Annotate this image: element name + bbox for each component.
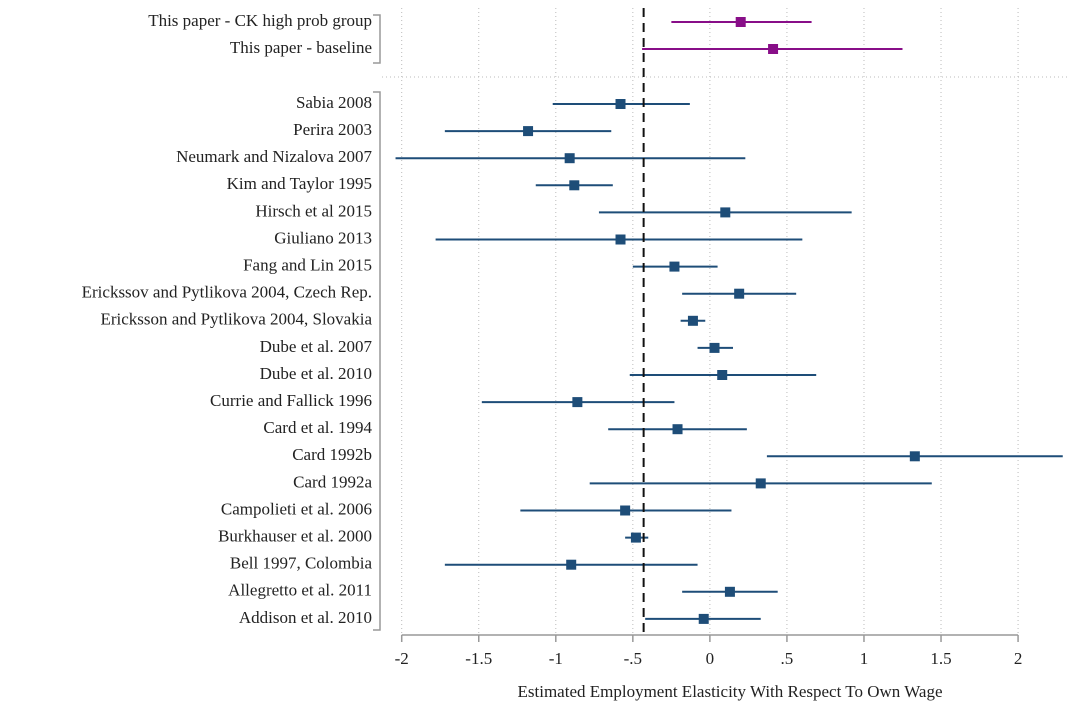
point-estimate (717, 370, 728, 380)
x-tick-label: -.5 (624, 649, 642, 668)
x-tick-label: 2 (1014, 649, 1023, 668)
category-label: Sabia 2008 (296, 93, 372, 112)
point-estimate (615, 99, 626, 109)
x-axis-title: Estimated Employment Elasticity With Res… (518, 682, 943, 701)
point-estimate (735, 17, 746, 27)
x-tick-label: -1 (549, 649, 563, 668)
category-axis (373, 14, 381, 631)
category-label: Hirsch et al 2015 (255, 201, 372, 220)
point-estimate (572, 397, 583, 408)
x-tick-label: 0 (706, 649, 715, 668)
point-estimate (755, 478, 766, 489)
x-tick-label: 1 (860, 649, 869, 668)
category-label: Addison et al. 2010 (239, 608, 372, 627)
point-estimate (523, 126, 534, 137)
category-label: Neumark and Nizalova 2007 (176, 147, 372, 166)
category-label: Burkhauser et al. 2000 (218, 527, 372, 546)
point-estimate (566, 559, 577, 570)
category-label: Card 1992a (293, 472, 372, 491)
point-estimate (768, 44, 779, 54)
point-estimate (709, 342, 720, 353)
category-label: Dube et al. 2010 (260, 364, 372, 383)
group-bracket (373, 14, 381, 64)
point-estimate (909, 451, 920, 462)
category-label: Ericksson and Pytlikova 2004, Slovakia (100, 310, 372, 329)
point-estimate (687, 315, 698, 326)
point-estimate (569, 180, 580, 191)
category-label: Kim and Taylor 1995 (227, 174, 372, 193)
x-tick-label: .5 (781, 649, 794, 668)
point-estimate (669, 261, 680, 272)
category-label: Card et al. 1994 (263, 418, 372, 437)
category-label: This paper - CK high prob group (148, 11, 372, 30)
point-estimate (724, 586, 735, 597)
group-bracket (373, 91, 381, 631)
x-tick-label: -2 (395, 649, 409, 668)
point-estimate (564, 153, 575, 164)
category-label: Currie and Fallick 1996 (210, 391, 372, 410)
category-label: Bell 1997, Colombia (230, 554, 373, 573)
category-label: Fang and Lin 2015 (243, 256, 372, 275)
x-tick-label: -1.5 (465, 649, 492, 668)
x-tick-label: 1.5 (930, 649, 951, 668)
category-label: This paper - baseline (230, 38, 372, 57)
point-estimate (672, 424, 683, 435)
category-label: Card 1992b (292, 445, 372, 464)
category-label: Dube et al. 2007 (260, 337, 373, 356)
point-estimate (615, 234, 626, 245)
point-estimate (720, 207, 731, 218)
point-estimate (734, 288, 745, 299)
category-label: Allegretto et al. 2011 (228, 581, 372, 600)
category-label: Giuliano 2013 (274, 228, 372, 247)
point-estimate (620, 505, 631, 516)
category-label: Perira 2003 (293, 120, 372, 139)
category-label: Erickssov and Pytlikova 2004, Czech Rep. (82, 283, 372, 302)
point-estimate (630, 532, 641, 543)
point-estimate (698, 613, 709, 624)
category-label: Campolieti et al. 2006 (221, 499, 372, 518)
